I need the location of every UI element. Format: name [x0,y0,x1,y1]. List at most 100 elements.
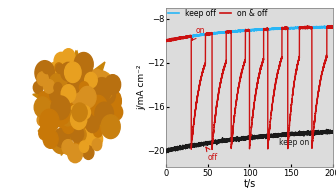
Circle shape [41,95,57,115]
Circle shape [90,95,107,117]
Circle shape [75,94,83,104]
Circle shape [77,96,89,112]
Circle shape [102,89,121,113]
Circle shape [84,103,100,123]
Circle shape [51,96,70,120]
Circle shape [81,109,92,122]
Circle shape [79,141,89,152]
Circle shape [68,99,85,120]
Circle shape [79,86,96,108]
Circle shape [47,97,64,118]
X-axis label: t/s: t/s [243,179,256,189]
Circle shape [63,92,75,107]
Circle shape [87,96,95,106]
Circle shape [92,139,102,150]
Circle shape [69,114,76,123]
Circle shape [85,72,97,88]
Circle shape [66,66,82,86]
Circle shape [62,49,75,65]
Circle shape [94,97,106,111]
Circle shape [96,71,108,86]
Circle shape [62,81,73,95]
Circle shape [38,92,47,103]
Circle shape [44,80,54,93]
Circle shape [69,101,80,114]
Circle shape [40,109,59,133]
Circle shape [108,77,120,93]
Circle shape [74,101,85,114]
Circle shape [66,107,78,122]
Circle shape [33,81,43,94]
Circle shape [51,130,71,154]
Circle shape [90,69,103,85]
Circle shape [89,106,102,121]
Circle shape [68,103,80,118]
Circle shape [58,97,74,116]
Circle shape [92,78,112,102]
Circle shape [43,107,59,127]
Circle shape [48,62,61,78]
Text: on: on [192,26,205,40]
Circle shape [61,121,71,133]
Circle shape [86,116,99,133]
Text: keep on: keep on [280,138,310,147]
Circle shape [75,97,84,109]
Circle shape [56,64,64,73]
Circle shape [110,104,123,120]
Text: laser: laser [83,14,108,24]
Circle shape [65,105,75,117]
Circle shape [50,133,65,150]
Circle shape [45,71,61,91]
Circle shape [96,98,112,117]
Circle shape [54,128,70,147]
Circle shape [57,109,69,124]
Circle shape [93,126,102,137]
Circle shape [72,112,84,126]
Circle shape [55,77,68,92]
Circle shape [50,88,61,102]
Circle shape [69,103,80,117]
Circle shape [89,95,102,111]
Circle shape [80,106,90,119]
Circle shape [40,107,54,124]
Circle shape [62,140,74,155]
Circle shape [54,92,67,109]
Circle shape [67,71,79,86]
Circle shape [86,96,102,116]
Circle shape [82,129,93,142]
Circle shape [100,84,113,99]
Circle shape [56,90,70,107]
Circle shape [54,52,68,70]
Circle shape [68,83,81,100]
Circle shape [55,63,62,72]
Y-axis label: j/mA cm⁻²: j/mA cm⁻² [137,65,146,110]
Circle shape [37,72,48,86]
Circle shape [42,63,51,74]
Circle shape [80,143,88,153]
Circle shape [82,100,96,118]
Circle shape [76,100,93,122]
Circle shape [65,62,81,83]
Circle shape [72,67,91,91]
Circle shape [60,62,76,81]
Circle shape [37,114,47,126]
Circle shape [75,105,86,117]
Circle shape [53,103,73,128]
Circle shape [49,73,67,96]
Circle shape [63,67,78,86]
Circle shape [73,61,85,76]
Circle shape [71,105,81,118]
Circle shape [105,75,121,94]
Circle shape [35,61,54,85]
Circle shape [70,84,86,105]
Circle shape [52,90,66,108]
Circle shape [77,125,90,141]
Circle shape [74,130,91,150]
Circle shape [80,97,92,111]
Circle shape [100,77,113,93]
Circle shape [65,86,85,111]
Text: off: off [206,147,218,162]
Circle shape [72,103,87,122]
Circle shape [94,78,105,92]
Circle shape [47,95,66,118]
